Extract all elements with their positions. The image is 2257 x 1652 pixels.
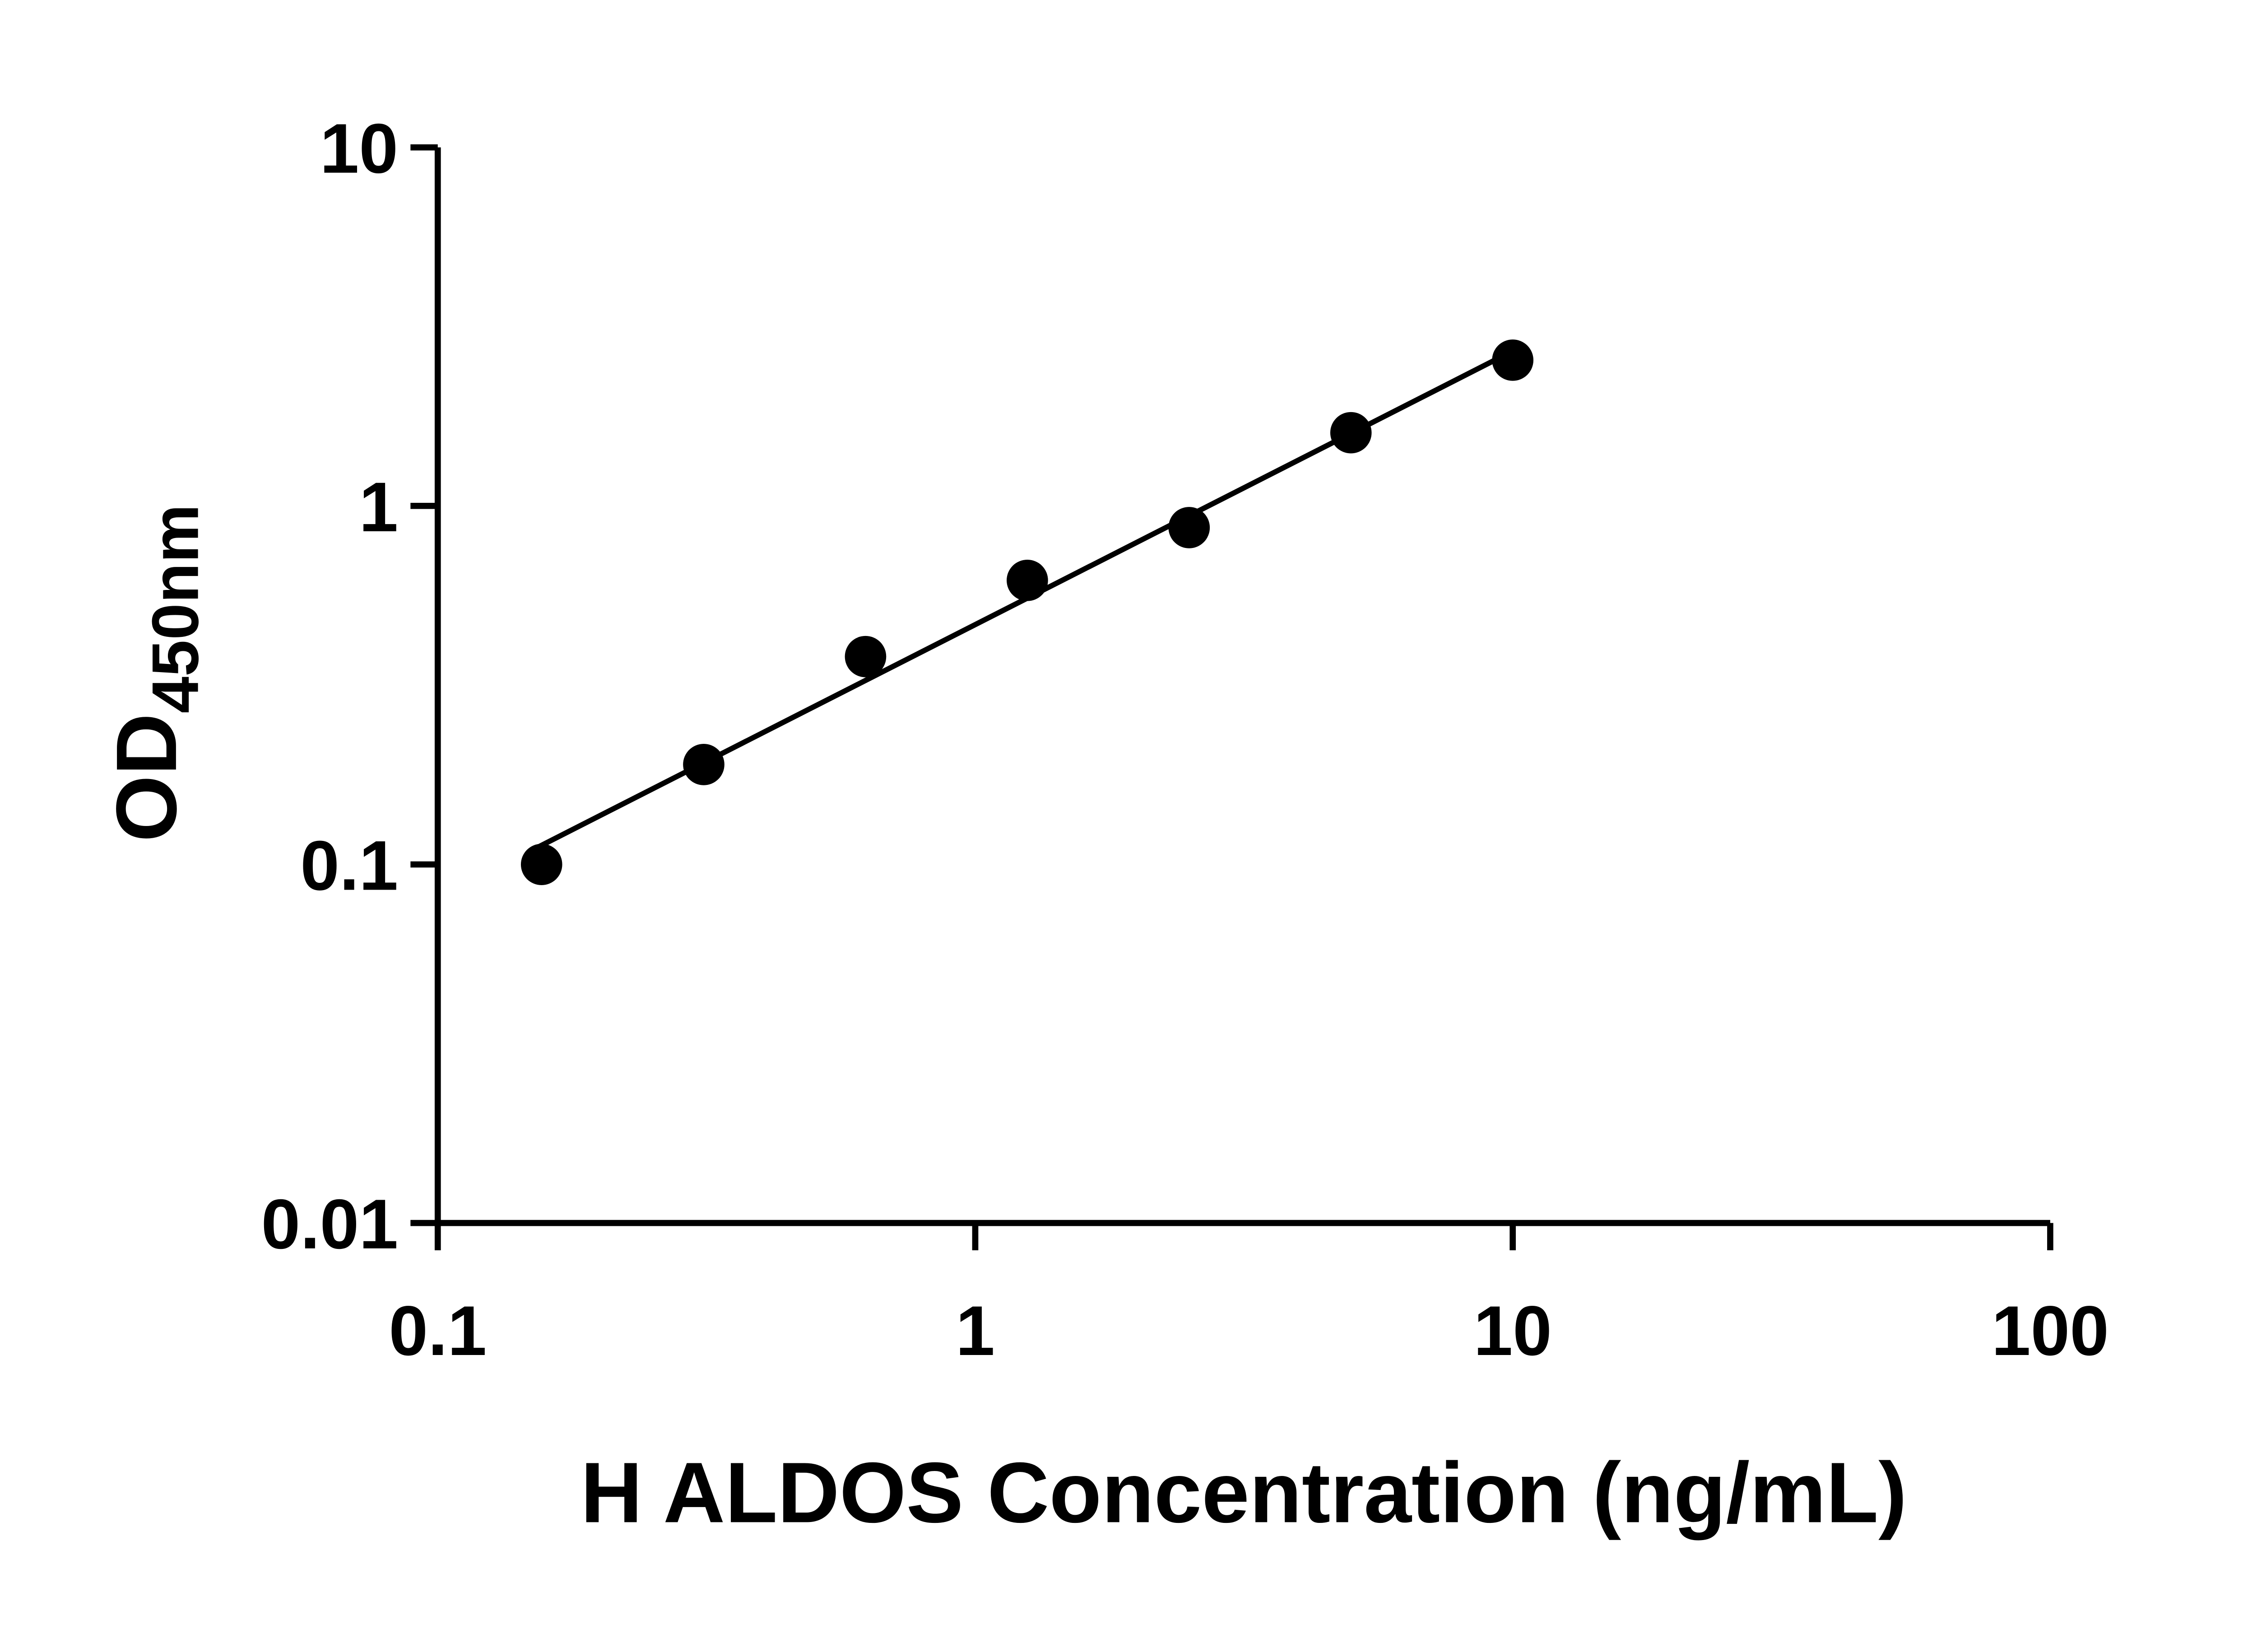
x-axis-title: H ALDOS Concentration (ng/mL) [581, 1445, 1907, 1541]
elisa-standard-curve-figure: 0.1 1 10 100 0.01 0.1 1 10 H ALDOS Concentratio… [0, 0, 2257, 1610]
data-point [1330, 412, 1372, 454]
data-point [1168, 507, 1210, 548]
data-point [520, 844, 562, 886]
x-tick-label: 1 [956, 1292, 995, 1370]
y-tick-label: 10 [320, 110, 398, 188]
x-tick-label: 10 [1473, 1292, 1551, 1370]
data-point [1007, 559, 1048, 601]
x-tick-label: 100 [1992, 1292, 2109, 1370]
y-axis-title-subscript: 450nm [139, 504, 212, 713]
data-point [683, 743, 724, 785]
data-point [845, 636, 887, 678]
data-point [1492, 339, 1534, 381]
y-tick-label: 0.01 [261, 1185, 399, 1264]
y-axis-title: OD450nm [99, 504, 212, 842]
plot-area: 0.1 1 10 100 0.01 0.1 1 10 [261, 110, 2109, 1370]
standard-curve-chart: 0.1 1 10 100 0.01 0.1 1 10 H ALDOS Concentratio… [0, 0, 2257, 1610]
y-tick-label: 1 [359, 468, 398, 547]
chart-background [0, 0, 2257, 1610]
x-tick-label: 0.1 [389, 1292, 487, 1370]
y-tick-label: 0.1 [300, 826, 398, 905]
y-axis-title-main: OD [99, 713, 195, 842]
